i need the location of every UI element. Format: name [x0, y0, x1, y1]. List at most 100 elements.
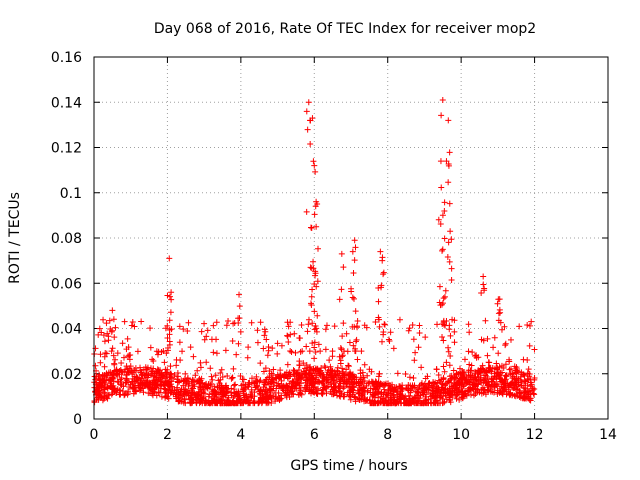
data-point: [431, 381, 438, 388]
data-point: [288, 349, 295, 356]
data-point: [117, 376, 124, 383]
data-point: [157, 385, 164, 392]
data-point: [444, 253, 451, 260]
data-point: [494, 369, 501, 376]
data-point: [364, 372, 371, 379]
data-point: [149, 356, 156, 363]
data-point: [209, 390, 216, 397]
data-point: [303, 343, 310, 350]
data-point: [450, 367, 457, 374]
data-point: [461, 373, 468, 380]
data-point: [197, 384, 204, 391]
data-point: [236, 396, 243, 403]
data-point: [464, 379, 471, 386]
data-point: [113, 371, 120, 378]
data-point: [328, 391, 335, 398]
data-point: [296, 361, 303, 368]
data-point: [305, 316, 312, 323]
y-tick-label: 0.12: [51, 141, 82, 157]
data-point: [375, 373, 382, 380]
data-point: [289, 377, 296, 384]
data-point: [341, 383, 348, 390]
data-point: [225, 317, 232, 324]
data-point: [515, 379, 522, 386]
data-point: [406, 374, 413, 381]
data-point: [499, 377, 506, 384]
data-point: [495, 350, 502, 357]
data-point: [339, 333, 346, 340]
data-point: [405, 327, 412, 334]
data-point: [497, 309, 504, 316]
data-point: [104, 330, 111, 337]
data-point: [360, 384, 367, 391]
data-point: [197, 364, 204, 371]
data-point: [438, 112, 445, 119]
data-point: [400, 400, 407, 407]
data-point: [176, 323, 183, 330]
data-point: [248, 319, 255, 326]
data-point: [131, 388, 138, 395]
data-point: [307, 264, 314, 271]
data-point: [262, 390, 269, 397]
data-point: [306, 348, 313, 355]
data-point: [110, 352, 117, 359]
data-point: [494, 300, 501, 307]
data-point: [376, 323, 383, 330]
y-tick-label: 0.16: [51, 50, 82, 66]
data-point: [502, 372, 509, 379]
data-point: [487, 385, 494, 392]
data-point: [120, 354, 127, 361]
data-point: [312, 270, 319, 277]
data-point: [352, 308, 359, 315]
data-point: [174, 391, 181, 398]
data-point: [232, 390, 239, 397]
data-point: [329, 375, 336, 382]
data-point: [112, 356, 119, 363]
data-point: [524, 322, 531, 329]
data-point: [119, 340, 126, 347]
data-point: [447, 332, 454, 339]
data-point: [370, 385, 377, 392]
data-point: [104, 385, 111, 392]
data-point: [103, 320, 110, 327]
data-point: [529, 387, 536, 394]
data-point: [479, 384, 486, 391]
data-point: [153, 348, 160, 355]
data-point: [92, 345, 99, 352]
data-point: [347, 369, 354, 376]
data-point: [96, 371, 103, 378]
data-point: [129, 379, 136, 386]
data-point: [377, 248, 384, 255]
data-point: [435, 216, 442, 223]
data-point: [196, 400, 203, 407]
data-point: [469, 349, 476, 356]
data-point: [310, 365, 317, 372]
data-point: [451, 328, 458, 335]
data-point: [274, 340, 281, 347]
data-point: [379, 257, 386, 264]
data-point: [287, 347, 294, 354]
x-tick-label: 8: [383, 427, 392, 443]
data-point: [380, 329, 387, 336]
data-point: [502, 342, 509, 349]
data-point: [493, 360, 500, 367]
data-point: [253, 373, 260, 380]
data-point: [121, 318, 128, 325]
data-point: [313, 223, 320, 230]
data-point: [194, 367, 201, 374]
data-point: [300, 360, 307, 367]
data-point: [304, 328, 311, 335]
data-point: [336, 353, 343, 360]
data-point: [394, 370, 401, 377]
data-point: [339, 370, 346, 377]
data-point: [244, 383, 251, 390]
data-point: [380, 271, 387, 278]
data-point: [354, 317, 361, 324]
data-point: [451, 339, 458, 346]
data-point: [134, 348, 141, 355]
data-point: [311, 339, 318, 346]
data-point: [245, 344, 252, 351]
data-point: [351, 295, 358, 302]
data-point: [439, 334, 446, 341]
data-point: [167, 363, 174, 370]
